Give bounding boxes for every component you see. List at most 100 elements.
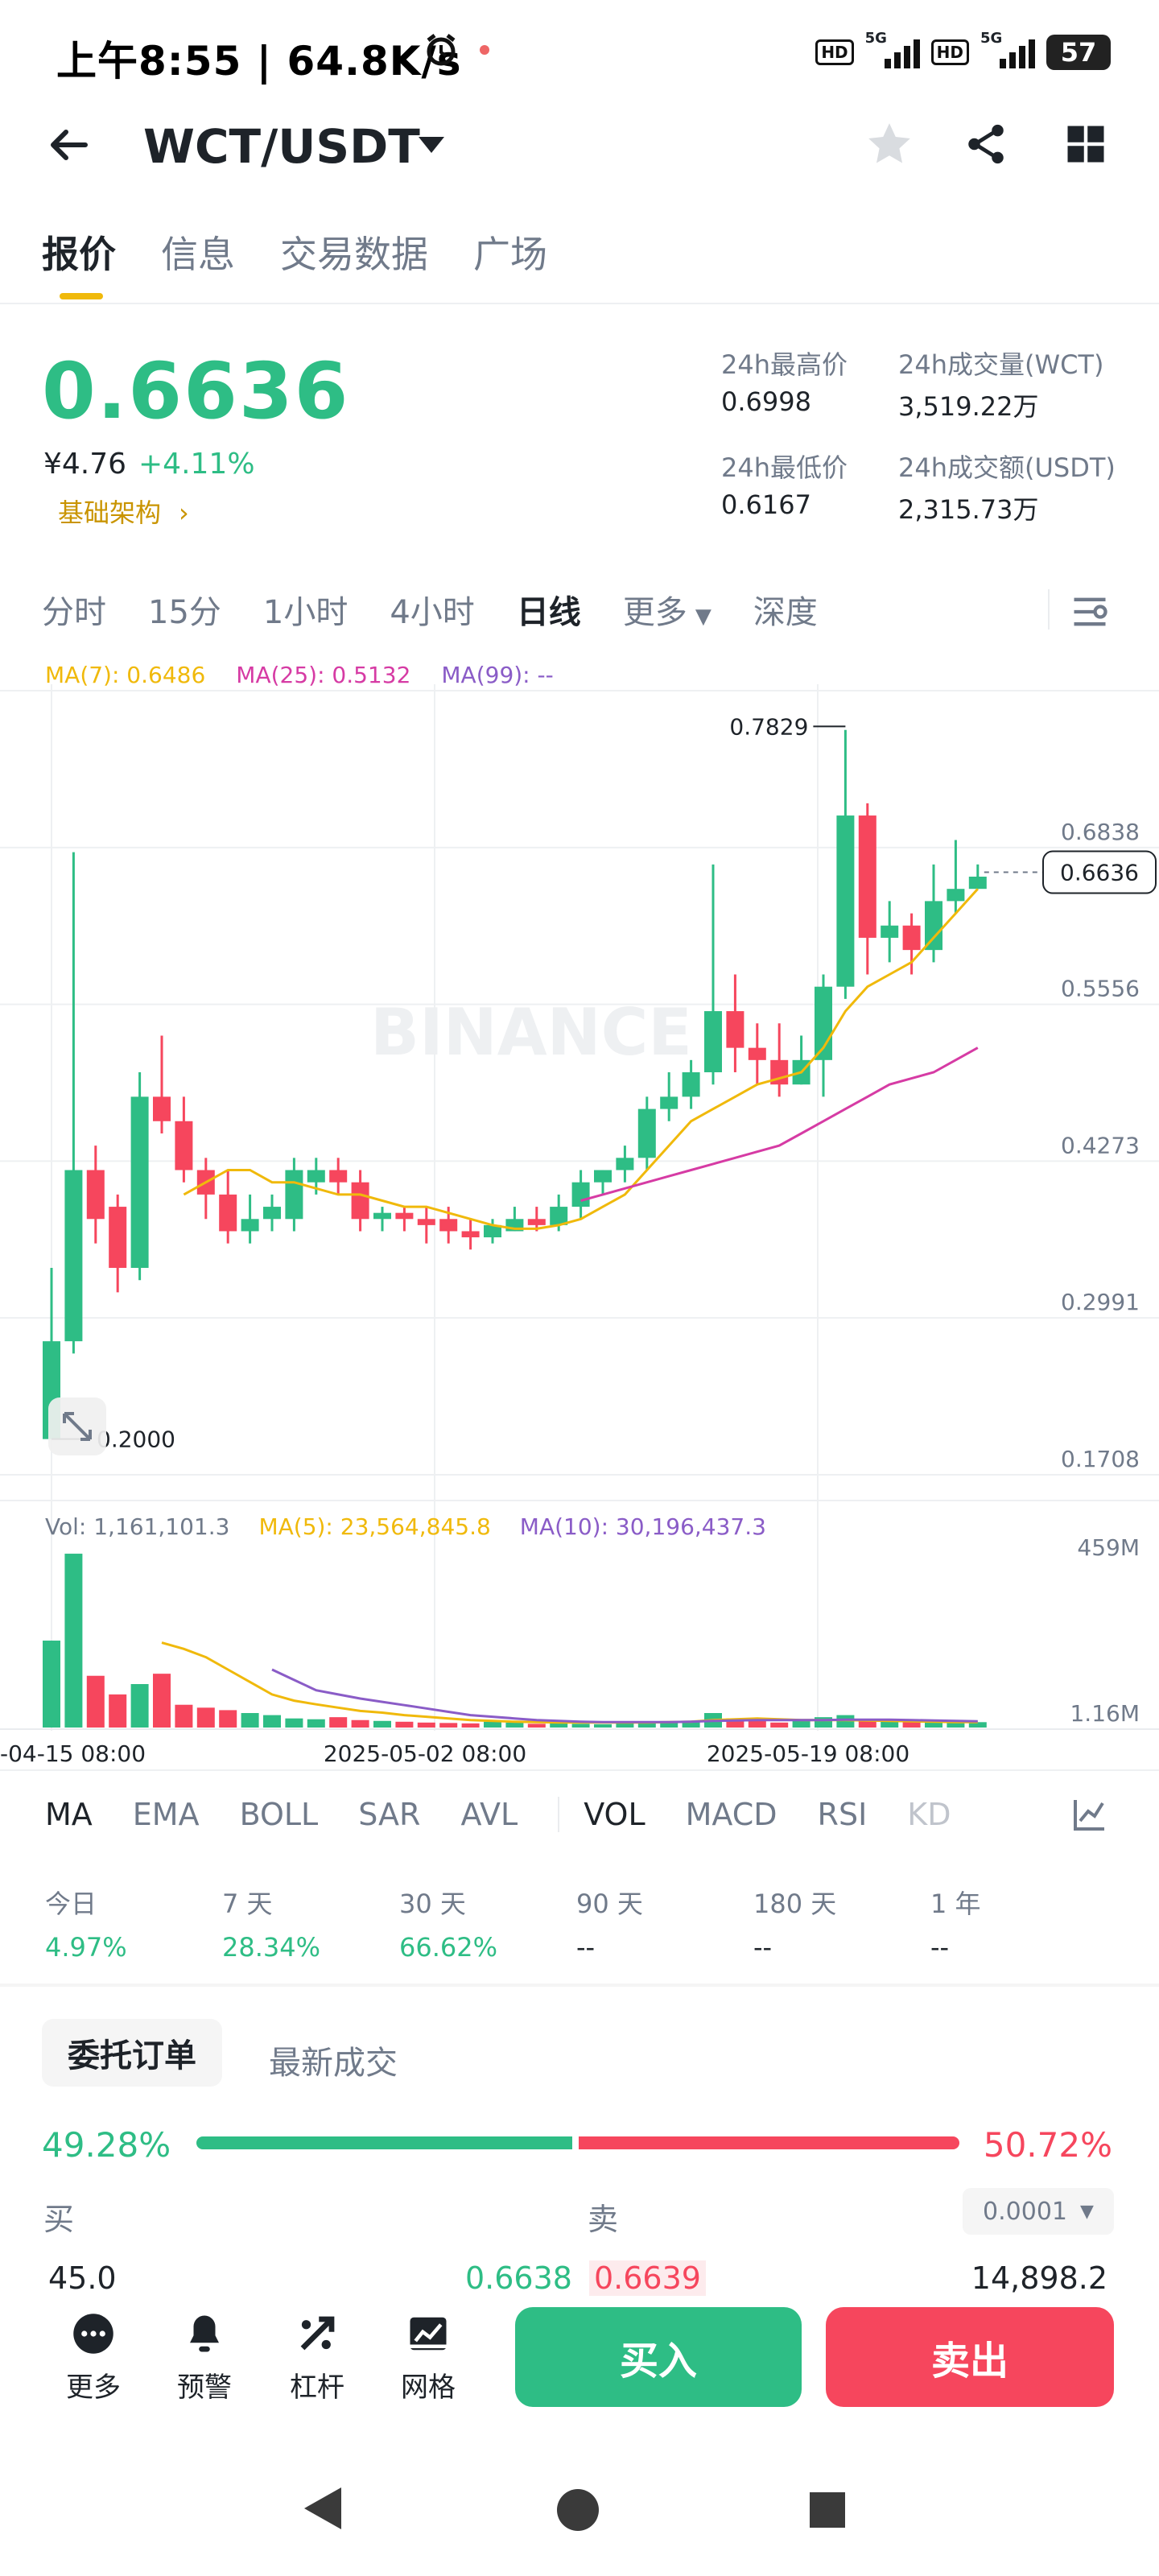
perf-label: 90 天 xyxy=(576,1889,643,1919)
candle-body xyxy=(417,1219,435,1225)
caret-down-icon[interactable] xyxy=(415,134,448,158)
kline-chart[interactable]: BINANCE 0.81210.68380.55560.42730.29910.… xyxy=(0,684,1159,1779)
indicator-ma[interactable]: MA xyxy=(45,1797,93,1832)
sell-button[interactable]: 卖出 xyxy=(826,2307,1114,2407)
candle-body xyxy=(858,815,876,938)
perf-7d: 7 天 28.34% xyxy=(222,1884,399,1963)
indicator-macd[interactable]: MACD xyxy=(685,1797,777,1832)
bid-qty: 45.0 xyxy=(48,2260,117,2296)
candle-body xyxy=(881,925,899,938)
candle-body xyxy=(130,1096,149,1269)
candle-body xyxy=(968,877,987,890)
volume-bar xyxy=(153,1674,171,1728)
candle-body xyxy=(748,1047,766,1060)
expand-chart-button[interactable] xyxy=(48,1397,106,1455)
perf-value: 28.34% xyxy=(222,1932,321,1963)
more-button[interactable]: 更多 xyxy=(66,2312,121,2405)
divider xyxy=(1048,589,1050,630)
y-tick-label: 0.2991 xyxy=(1061,1289,1140,1315)
volume-bar xyxy=(925,1722,942,1728)
volume-bar xyxy=(109,1694,127,1728)
system-nav-bar xyxy=(0,2447,1159,2576)
precision-select[interactable]: 0.0001 ▼ xyxy=(963,2188,1114,2235)
volume-bar xyxy=(64,1554,83,1728)
indicator-boll[interactable]: BOLL xyxy=(239,1797,319,1832)
tab-recent-trades[interactable]: 最新成交 xyxy=(269,2045,398,2082)
pair-title[interactable]: WCT/USDT xyxy=(143,119,420,174)
interval-1h[interactable]: 1小时 xyxy=(262,594,349,631)
chart-grid xyxy=(0,684,1159,1731)
star-icon[interactable] xyxy=(864,119,914,169)
chevron-right-icon: › xyxy=(179,497,189,528)
indicator-avl[interactable]: AVL xyxy=(460,1797,518,1832)
tab-trade-data[interactable]: 交易数据 xyxy=(280,233,428,276)
leverage-button[interactable]: 杠杆 xyxy=(290,2312,344,2405)
chart-settings-icon[interactable] xyxy=(1069,591,1111,633)
vol-ma5-line xyxy=(161,1641,978,1724)
low-value: 0.6167 xyxy=(721,489,811,520)
ma-legend: MA(7): 0.6486 MA(25): 0.5132 MA(99): -- xyxy=(45,662,554,688)
max-price-label: 0.7829 xyxy=(729,713,808,740)
tab-underline xyxy=(60,293,103,299)
candle-body xyxy=(373,1212,391,1220)
grid-menu-icon[interactable] xyxy=(1064,122,1107,166)
tab-info[interactable]: 信息 xyxy=(161,233,235,276)
perf-1y: 1 年 -- xyxy=(930,1884,1091,1963)
candle-body xyxy=(616,1158,634,1170)
y-tick-label: 0.8121 xyxy=(1061,684,1140,688)
interval-15m[interactable]: 15分 xyxy=(148,594,221,631)
more-label: 更多 xyxy=(66,2372,121,2404)
buy-button[interactable]: 买入 xyxy=(515,2307,802,2407)
volume-bar xyxy=(285,1718,303,1728)
watermark: BINANCE xyxy=(370,995,692,1070)
hd-icon: HD xyxy=(815,39,854,65)
volume-bar xyxy=(461,1723,480,1728)
perf-90d: 90 天 -- xyxy=(576,1884,753,1963)
interval-1d[interactable]: 日线 xyxy=(516,594,581,631)
more-dots-icon xyxy=(73,2314,113,2354)
tab-quote[interactable]: 报价 xyxy=(42,233,116,276)
grid-label: 网格 xyxy=(401,2372,456,2404)
vol-label: Vol: 1,161,101.3 xyxy=(45,1513,230,1540)
alert-button[interactable]: 预警 xyxy=(177,2312,232,2405)
indicator-kd[interactable]: KD xyxy=(907,1797,951,1832)
grid-trading-button[interactable]: 网格 xyxy=(401,2312,456,2405)
volume-bar xyxy=(748,1719,766,1728)
sell-ratio: 50.72% xyxy=(983,2125,1112,2165)
tab-square[interactable]: 广场 xyxy=(473,233,547,276)
volume-bar xyxy=(968,1722,987,1728)
category-tag[interactable]: 基础架构 › xyxy=(58,493,189,530)
volume-bar xyxy=(484,1721,501,1728)
low-label: 24h最低价 xyxy=(721,452,848,483)
expand-icon xyxy=(63,1412,92,1441)
nav-back-icon[interactable] xyxy=(299,2484,344,2533)
indicator-ema[interactable]: EMA xyxy=(132,1797,200,1832)
volume-value: 3,519.22万 xyxy=(898,391,1039,422)
candle-body xyxy=(947,889,965,902)
indicator-sar[interactable]: SAR xyxy=(358,1797,421,1832)
perf-label: 7 天 xyxy=(222,1889,273,1919)
candle-body xyxy=(395,1212,414,1220)
volume-bar xyxy=(881,1721,899,1728)
ma7-label: MA(7): 0.6486 xyxy=(45,662,206,688)
back-arrow-icon[interactable] xyxy=(45,121,93,169)
category-tag-label: 基础架构 xyxy=(58,497,162,528)
interval-more[interactable]: 更多 ▼ xyxy=(623,586,711,633)
candle-body xyxy=(682,1072,700,1097)
tab-order-book[interactable]: 委托订单 xyxy=(42,2019,222,2087)
nav-recents-icon[interactable] xyxy=(808,2491,847,2529)
interval-4h[interactable]: 4小时 xyxy=(390,594,475,631)
indicator-vol[interactable]: VOL xyxy=(558,1797,645,1832)
nav-home-icon[interactable] xyxy=(555,2487,600,2533)
order-book-row: 45.0 0.6638 0.6639 14,898.2 xyxy=(0,2248,1159,2296)
share-icon[interactable] xyxy=(963,121,1009,167)
indicator-settings-icon[interactable] xyxy=(1070,1795,1109,1834)
volume-bar xyxy=(550,1723,568,1728)
perf-value: 66.62% xyxy=(399,1932,498,1963)
divider xyxy=(0,303,1159,304)
depth-tab[interactable]: 深度 xyxy=(753,594,818,631)
volume-legend: Vol: 1,161,101.3 MA(5): 23,564,845.8 MA(… xyxy=(45,1513,766,1540)
interval-time-share[interactable]: 分时 xyxy=(42,594,106,631)
indicator-rsi[interactable]: RSI xyxy=(817,1797,868,1832)
candle-body xyxy=(484,1224,501,1238)
